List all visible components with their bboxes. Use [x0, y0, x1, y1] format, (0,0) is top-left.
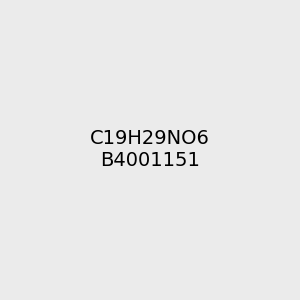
- Text: C19H29NO6
B4001151: C19H29NO6 B4001151: [90, 130, 210, 170]
